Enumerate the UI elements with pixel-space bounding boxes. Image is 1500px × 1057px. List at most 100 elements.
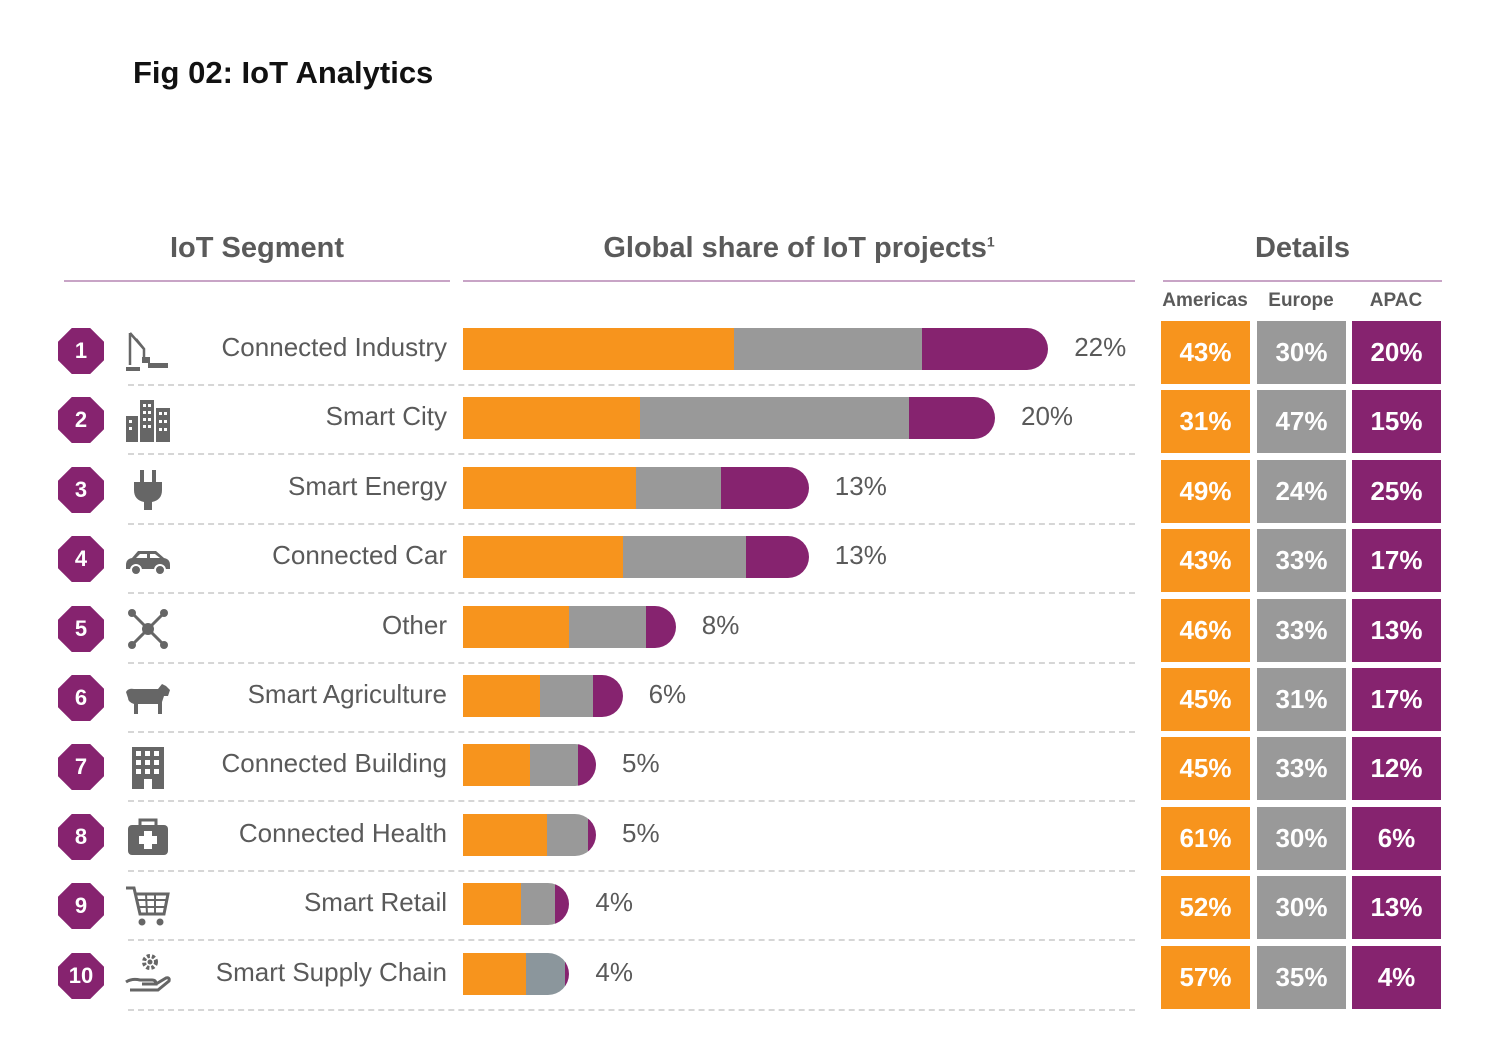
subheader-americas: Americas <box>1162 290 1248 311</box>
chart-row: 3 Smart Energy 13% 49% 24% 25% <box>0 457 1500 526</box>
cow-icon <box>122 672 174 724</box>
global-share-label: 20% <box>1021 401 1074 431</box>
bar-segment-europe <box>569 606 646 648</box>
bar-segment-apac <box>720 467 809 509</box>
rank-badge: 7 <box>58 744 104 790</box>
bar-segment-europe <box>733 328 923 370</box>
global-share-label: 4% <box>595 887 633 917</box>
stacked-bar <box>463 675 623 717</box>
row-divider <box>128 800 1135 802</box>
apac-cell: 4% <box>1352 946 1441 1009</box>
bar-segment-apac <box>578 744 596 786</box>
europe-cell: 33% <box>1257 737 1346 800</box>
americas-cell: 57% <box>1161 946 1250 1009</box>
chart-row: 4 Connected Car 13% 43% 33% 17% <box>0 526 1500 595</box>
segment-label: Smart Agriculture <box>247 679 447 709</box>
bar-segment-americas <box>463 536 623 578</box>
network-icon <box>122 603 174 655</box>
bar-segment-americas <box>463 883 522 925</box>
rank-badge: 9 <box>58 883 104 929</box>
stacked-bar <box>463 467 809 509</box>
bar-segment-americas <box>463 953 527 995</box>
chart-row: 8 Connected Health 5% 61% 30% 6% <box>0 804 1500 873</box>
chart-row: 1 Connected Industry 22% 43% 30% 20% <box>0 318 1500 387</box>
footnote-marker: 1 <box>986 233 995 250</box>
stacked-bar <box>463 953 570 995</box>
europe-cell: 30% <box>1257 321 1346 384</box>
apac-cell: 17% <box>1352 668 1441 731</box>
global-share-label: 13% <box>834 540 887 570</box>
figure-title: Fig 02: IoT Analytics <box>133 55 434 90</box>
row-divider <box>128 592 1135 594</box>
details-header-rule <box>1163 280 1442 282</box>
rank-badge: 1 <box>58 328 104 374</box>
segment-label: Connected Building <box>221 748 448 778</box>
bar-segment-apac <box>587 814 596 856</box>
americas-cell: 45% <box>1161 737 1250 800</box>
stacked-bar <box>463 536 809 578</box>
chart-row: 5 Other 8% 46% 33% 13% <box>0 596 1500 665</box>
building-icon <box>122 741 174 793</box>
header-global-share: Global share of IoT projects1 <box>463 232 1135 265</box>
bar-segment-apac <box>645 606 676 648</box>
header-iot-segment-text: IoT Segment <box>169 232 344 264</box>
rank-badge: 6 <box>58 675 104 721</box>
americas-cell: 52% <box>1161 876 1250 939</box>
global-share-label: 13% <box>834 471 887 501</box>
europe-cell: 30% <box>1257 876 1346 939</box>
row-divider <box>128 523 1135 525</box>
bar-segment-europe <box>529 744 579 786</box>
apac-cell: 13% <box>1352 876 1441 939</box>
bar-segment-europe <box>640 397 910 439</box>
row-divider <box>128 939 1135 941</box>
stacked-bar <box>463 328 1049 370</box>
car-icon <box>122 533 174 585</box>
row-divider <box>128 870 1135 872</box>
bar-segment-americas <box>463 328 734 370</box>
rank-badge: 10 <box>58 953 104 999</box>
segment-label: Other <box>381 610 447 640</box>
cart-icon <box>122 880 174 932</box>
header-details-text: Details <box>1254 232 1351 264</box>
apac-cell: 17% <box>1352 529 1441 592</box>
segment-label: Smart Retail <box>303 887 447 917</box>
stacked-bar <box>463 883 570 925</box>
europe-cell: 31% <box>1257 668 1346 731</box>
bar-segment-americas <box>463 467 636 509</box>
row-divider <box>128 662 1135 664</box>
americas-cell: 45% <box>1161 668 1250 731</box>
subheader-europe: Europe <box>1268 290 1334 311</box>
global-share-label: 22% <box>1074 332 1127 362</box>
medical-kit-icon <box>122 811 174 863</box>
americas-cell: 46% <box>1161 599 1250 662</box>
global-share-label: 4% <box>595 957 633 987</box>
apac-cell: 20% <box>1352 321 1441 384</box>
bar-segment-apac <box>593 675 623 717</box>
segment-label: Smart City <box>325 401 447 431</box>
europe-cell: 33% <box>1257 529 1346 592</box>
europe-cell: 47% <box>1257 390 1346 453</box>
row-divider <box>128 1009 1135 1011</box>
chart-row: 7 Connected Building 5% 45% 33% 12% <box>0 734 1500 803</box>
bar-segment-europe <box>521 883 555 925</box>
americas-cell: 61% <box>1161 807 1250 870</box>
chart-row: 2 Smart City 20% 31% 47% 15% <box>0 387 1500 456</box>
stacked-bar <box>463 397 995 439</box>
chart-row: 10 Smart Supply Chain 4% 57% 35% 4% <box>0 943 1500 1012</box>
stacked-bar <box>463 814 596 856</box>
rank-badge: 5 <box>58 606 104 652</box>
gear-hand-icon <box>122 950 174 1002</box>
americas-cell: 49% <box>1161 460 1250 523</box>
subheader-apac: APAC <box>1369 290 1423 311</box>
row-divider <box>128 453 1135 455</box>
rank-badge: 3 <box>58 467 104 513</box>
apac-cell: 25% <box>1352 460 1441 523</box>
crane-icon <box>122 325 174 377</box>
segment-label: Smart Supply Chain <box>215 957 447 987</box>
chart-row: 9 Smart Retail 4% 52% 30% 13% <box>0 873 1500 942</box>
bar-segment-europe <box>540 675 594 717</box>
bar-segment-apac <box>922 328 1049 370</box>
segment-label: Smart Energy <box>288 471 447 501</box>
bar-segment-apac <box>564 953 570 995</box>
header-iot-segment: IoT Segment <box>64 232 450 265</box>
